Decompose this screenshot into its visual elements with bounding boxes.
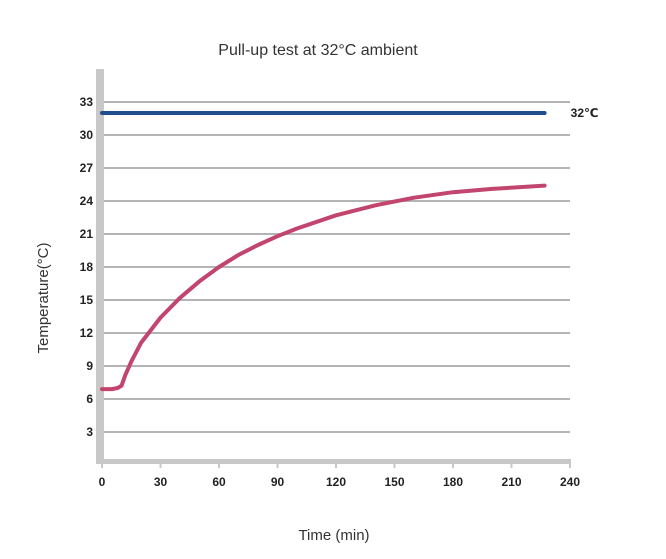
y-tick-label-15: 15	[80, 293, 94, 307]
y-tick-label-21: 21	[80, 227, 94, 241]
x-tick-label-150: 150	[384, 475, 404, 489]
y-tick-label-6: 6	[86, 392, 93, 406]
x-tick-label-240: 240	[560, 475, 580, 489]
y-tick-label-30: 30	[80, 128, 94, 142]
y-tick-label-24: 24	[80, 194, 94, 208]
x-tick-label-30: 30	[154, 475, 168, 489]
x-axis-label: Time (min)	[298, 527, 369, 544]
y-ticks: 3 6 9 12 15 18 21 24 27 30 33	[80, 95, 94, 439]
y-tick-label-12: 12	[80, 326, 94, 340]
x-tick-label-90: 90	[271, 475, 285, 489]
x-tick-label-60: 60	[212, 475, 226, 489]
series-lines	[100, 111, 547, 392]
x-tick-label-210: 210	[501, 475, 521, 489]
x-ticks: 0 30 60 90 120 180 150 210 240	[99, 459, 580, 489]
x-axis	[96, 459, 571, 464]
y-tick-label-18: 18	[80, 260, 94, 274]
temperature-series-line	[100, 183, 547, 392]
y-tick-label-33: 33	[80, 95, 94, 109]
y-tick-label-27: 27	[80, 161, 94, 175]
ambient-label: 32℃	[571, 106, 599, 120]
x-tick-label-180: 180	[443, 475, 463, 489]
y-tick-label-3: 3	[86, 425, 93, 439]
x-tick-label-120: 120	[326, 475, 346, 489]
gridlines	[104, 101, 570, 433]
y-axis-label: Temperature(°C)	[35, 242, 52, 353]
chart-title: Pull-up test at 32°C ambient	[218, 42, 418, 59]
x-tick-label-0: 0	[99, 475, 106, 489]
y-axis	[96, 69, 104, 464]
annotations: 32℃	[571, 106, 599, 120]
y-tick-label-9: 9	[86, 359, 93, 373]
